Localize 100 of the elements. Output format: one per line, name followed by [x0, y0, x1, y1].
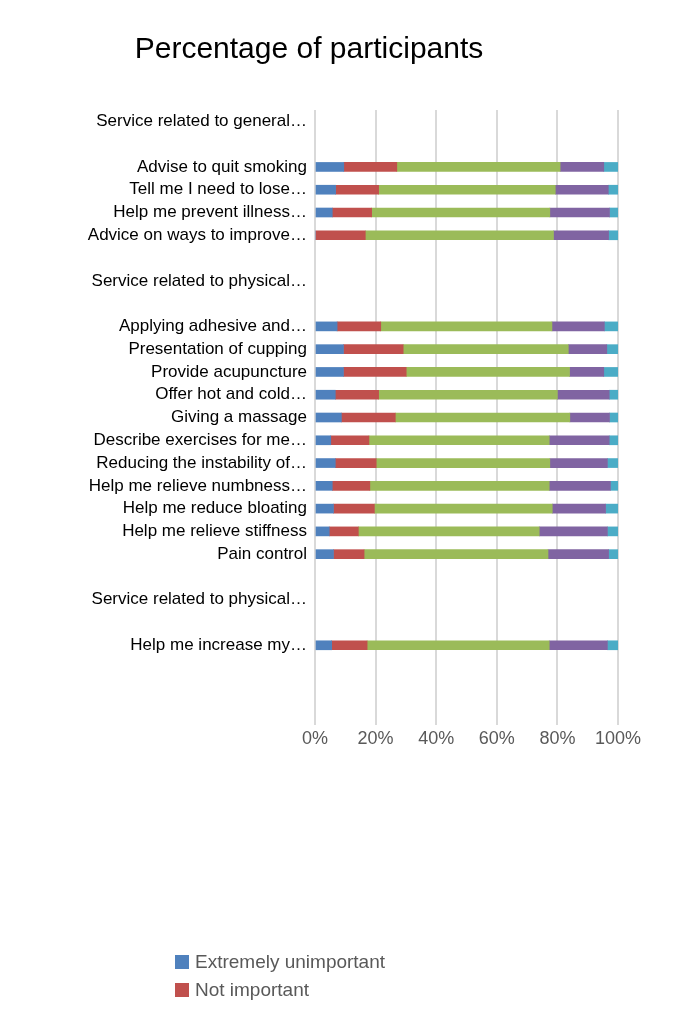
bar [343, 162, 398, 172]
bar [405, 367, 570, 377]
bar [336, 321, 382, 332]
bar [315, 389, 336, 400]
bar [394, 412, 571, 423]
bar [315, 640, 332, 651]
bar [369, 481, 550, 491]
y-tick-label: Tell me I need to lose… [129, 179, 307, 199]
bar [548, 435, 610, 446]
bar [378, 389, 558, 400]
bar [331, 481, 371, 491]
bar [559, 162, 605, 172]
bar [315, 207, 333, 218]
bar [315, 526, 330, 537]
bar [548, 640, 608, 651]
y-tick-label: Provide acupuncture [151, 361, 307, 381]
bar [343, 367, 407, 377]
bar [331, 640, 368, 651]
y-tick-label: Service related to general… [96, 111, 307, 131]
x-tick-label: 20% [357, 727, 394, 748]
bar [606, 344, 618, 354]
bar [315, 230, 366, 241]
y-tick-label: Help me relieve stiffness [122, 521, 307, 541]
bar [607, 184, 618, 195]
bar [610, 481, 618, 491]
bar [603, 162, 618, 172]
bar [380, 321, 553, 332]
bar [315, 503, 334, 514]
bar [375, 458, 551, 468]
bar [603, 367, 618, 377]
bar [368, 435, 550, 446]
bar [315, 458, 336, 468]
bar [607, 640, 618, 651]
bar [554, 184, 609, 195]
bar [608, 389, 618, 400]
bar [569, 367, 605, 377]
bar [315, 184, 336, 195]
bar [315, 549, 334, 559]
bar [315, 162, 345, 172]
bar [334, 389, 379, 400]
x-tick-label: 100% [594, 727, 642, 748]
y-tick-label: Service related to physical… [91, 270, 307, 290]
bar [551, 503, 606, 514]
bar [549, 458, 608, 468]
bar [378, 184, 556, 195]
bar [358, 526, 540, 537]
bar [569, 412, 610, 423]
legend-label: Not important [194, 979, 309, 1001]
x-tick-label: 0% [301, 727, 329, 748]
bar [608, 549, 618, 559]
x-tick-label: 60% [478, 727, 515, 748]
y-tick-label: Pain control [217, 543, 307, 563]
bar [551, 321, 605, 332]
bar [315, 321, 338, 332]
bar [371, 207, 551, 218]
bar [333, 549, 365, 559]
bar [607, 458, 618, 468]
bar [366, 640, 550, 651]
bar [547, 549, 609, 559]
bar [396, 162, 561, 172]
bar [334, 458, 377, 468]
bar [548, 481, 611, 491]
y-tick-label: Reducing the instability of… [96, 452, 307, 472]
y-tick-label: Help me reduce bloating [122, 498, 307, 518]
bar [557, 389, 610, 400]
bar [363, 549, 549, 559]
bar [343, 344, 404, 354]
bar [374, 503, 553, 514]
bar [608, 230, 618, 241]
bar [553, 230, 609, 241]
bar [333, 503, 375, 514]
y-tick-label: Applying adhesive and… [118, 316, 307, 336]
bar [315, 344, 344, 354]
bar [315, 481, 333, 491]
chart-title: Percentage of participants [134, 31, 484, 65]
bar [402, 344, 569, 354]
bar [331, 207, 372, 218]
bar [315, 435, 332, 446]
y-tick-label: Help me prevent illness… [113, 202, 307, 222]
bar [364, 230, 554, 241]
bar [341, 412, 396, 423]
bar [315, 367, 344, 377]
y-tick-label: Advise to quit smoking [136, 156, 307, 176]
y-tick-label: Offer hot and cold… [155, 384, 307, 404]
y-tick-label: Presentation of cupping [128, 338, 307, 358]
bar [330, 435, 370, 446]
y-tick-label: Help me increase my… [130, 634, 307, 654]
y-tick-label: Giving a massage [170, 407, 307, 427]
x-tick-label: 80% [539, 727, 576, 748]
bar [549, 207, 610, 218]
bar [335, 184, 379, 195]
y-tick-label: Advice on ways to improve… [87, 224, 307, 244]
bar [315, 412, 342, 423]
bar [328, 526, 359, 537]
bar [608, 435, 618, 446]
legend-label: Extremely unimportant [194, 951, 386, 973]
bar [538, 526, 608, 537]
y-tick-label: Service related to physical… [91, 589, 307, 609]
x-tick-label: 40% [418, 727, 455, 748]
y-tick-label: Help me relieve numbness… [88, 475, 307, 495]
